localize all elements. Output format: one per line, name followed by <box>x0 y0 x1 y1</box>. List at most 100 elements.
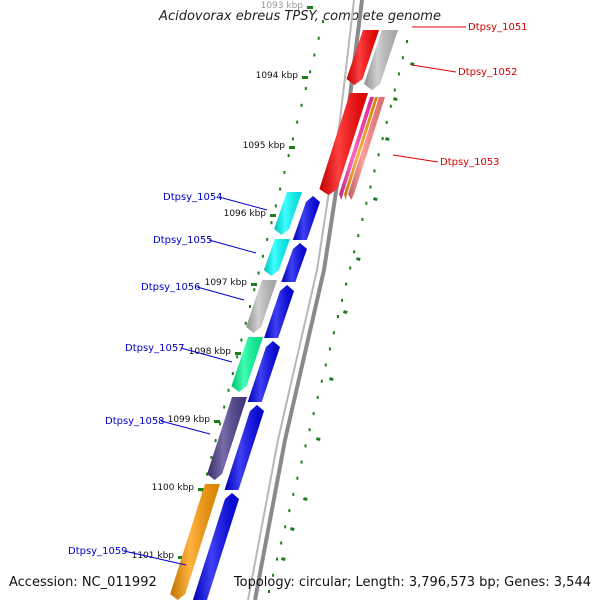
gene-dtpsy-1053-shade <box>319 93 368 195</box>
minor-tick <box>223 405 226 409</box>
gene-dtpsy-1053-band-2-shade <box>344 97 378 200</box>
gene-dtpsy-1058-shade <box>207 397 247 480</box>
minor-tick <box>401 56 404 60</box>
minor-tick <box>231 372 234 376</box>
major-tick <box>289 146 295 149</box>
minor-tick <box>322 20 324 23</box>
minor-tick <box>345 282 348 286</box>
minor-tick <box>309 70 312 74</box>
backbone-line-inner <box>247 0 355 600</box>
reverse-gene-leader <box>208 239 257 254</box>
minor-tick <box>300 103 303 107</box>
minor-tick <box>268 590 270 593</box>
kbp-tick-label: 1099 kbp <box>168 415 211 425</box>
minor-tick <box>284 525 287 529</box>
minor-tick <box>261 254 264 258</box>
forward-gene-label: Dtpsy_1051 <box>468 22 528 33</box>
minor-tick <box>206 472 209 476</box>
gene-dtpsy-1053-band-1-shade <box>339 97 374 200</box>
minor-tick <box>342 310 348 315</box>
minor-tick <box>369 185 372 189</box>
minor-tick <box>357 234 360 238</box>
blue-track-arrow-shade <box>264 285 294 338</box>
minor-tick <box>393 88 396 92</box>
minor-tick <box>214 439 217 443</box>
minor-tick <box>279 187 282 191</box>
minor-tick <box>385 137 390 142</box>
kbp-tick-label: 1097 kbp <box>205 278 248 288</box>
minor-tick <box>276 557 279 561</box>
minor-tick <box>253 288 256 292</box>
map-title: Acidovorax ebreus TPSY, complete genome <box>159 9 441 24</box>
minor-tick <box>296 120 299 124</box>
minor-tick <box>313 53 316 57</box>
minor-tick <box>227 388 230 392</box>
minor-tick <box>320 379 323 383</box>
major-tick <box>235 352 241 355</box>
minor-tick <box>288 509 291 513</box>
genome-summary: Topology: circular; Length: 3,796,573 bp… <box>233 575 591 590</box>
kbp-tick-label: 1101 kbp <box>132 551 175 561</box>
reverse-gene-leader <box>160 420 211 435</box>
blue-track-arrow-shade <box>192 493 239 600</box>
blue-track-arrow-shade <box>281 243 307 282</box>
minor-tick <box>373 197 378 202</box>
major-tick <box>270 214 276 217</box>
gene-dtpsy-1059-shade <box>170 484 220 600</box>
minor-tick <box>300 460 303 464</box>
reverse-gene-leader <box>123 550 187 566</box>
minor-tick <box>303 497 308 502</box>
minor-tick <box>240 338 243 342</box>
forward-gene-leader <box>411 64 457 73</box>
minor-tick <box>218 422 221 426</box>
minor-tick <box>328 377 334 382</box>
minor-tick <box>381 137 384 141</box>
minor-tick <box>274 204 277 208</box>
kbp-tick-label: 1096 kbp <box>224 209 267 219</box>
forward-gene-leader <box>392 154 439 163</box>
label-layer: Dtpsy_1051 Dtpsy_1052 Dtpsy_1053 Dtpsy_1054… <box>68 22 528 566</box>
major-tick <box>198 488 204 491</box>
gene-dtpsy-1054-shade <box>274 192 302 235</box>
minor-tick <box>304 444 307 448</box>
forward-gene-label: Dtpsy_1052 <box>458 67 518 78</box>
minor-tick <box>385 120 388 124</box>
gene-dtpsy-1052-shade <box>364 30 398 90</box>
major-tick <box>178 556 184 559</box>
minor-tick <box>270 221 273 225</box>
minor-tick <box>266 237 269 241</box>
kbp-tick-label: 1095 kbp <box>243 141 286 151</box>
reverse-gene-leader <box>180 347 233 363</box>
minor-tick <box>287 154 290 158</box>
minor-tick <box>292 492 295 496</box>
minor-tick <box>389 104 392 108</box>
minor-tick <box>341 298 344 302</box>
kbp-tick-label: 1100 kbp <box>152 483 195 493</box>
minor-tick <box>291 137 294 141</box>
minor-tick <box>365 201 368 205</box>
blue-track-arrow-shade <box>247 341 280 402</box>
minor-tick <box>361 217 364 221</box>
minor-tick <box>249 305 251 308</box>
minor-tick <box>272 573 275 577</box>
minor-tick <box>324 363 327 367</box>
kbp-tick-label: 1098 kbp <box>189 347 232 357</box>
reverse-gene-label: Dtpsy_1054 <box>163 192 223 203</box>
gene-layer <box>170 30 398 600</box>
minor-tick <box>377 153 380 157</box>
minor-tick <box>406 40 408 43</box>
minor-tick <box>296 476 299 480</box>
minor-tick <box>349 266 352 270</box>
minor-tick <box>244 321 247 325</box>
minor-tick <box>308 428 311 432</box>
major-tick <box>251 283 257 286</box>
minor-tick <box>280 541 283 545</box>
gene-dtpsy-1055-shade <box>263 239 290 276</box>
forward-gene-label: Dtpsy_1053 <box>440 157 500 168</box>
gene-dtpsy-1057-shade <box>231 337 263 392</box>
minor-tick <box>290 527 295 532</box>
reverse-gene-leader <box>218 196 268 211</box>
reverse-gene-label: Dtpsy_1059 <box>68 546 128 557</box>
